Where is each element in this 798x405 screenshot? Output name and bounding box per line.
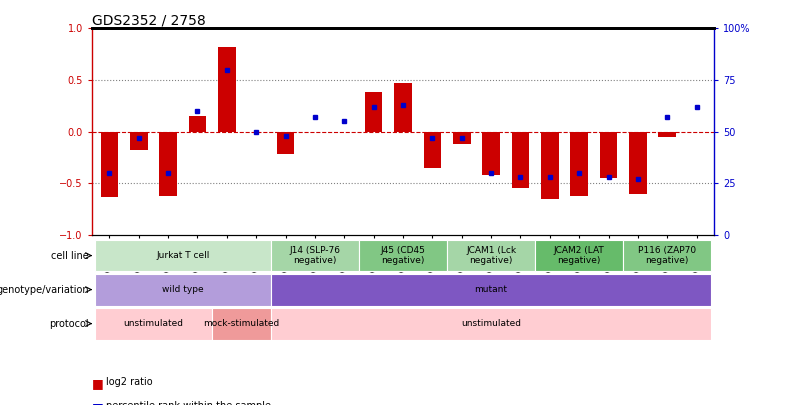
- Bar: [482, 132, 500, 175]
- Bar: [277, 132, 294, 154]
- Bar: [95, 240, 271, 271]
- Text: JCAM1 (Lck
negative): JCAM1 (Lck negative): [466, 246, 516, 265]
- Text: mock-stimulated: mock-stimulated: [203, 319, 279, 328]
- Bar: [130, 132, 148, 150]
- Text: log2 ratio: log2 ratio: [106, 377, 152, 387]
- Bar: [394, 83, 412, 132]
- Text: JCAM2 (LAT
negative): JCAM2 (LAT negative): [554, 246, 605, 265]
- Bar: [271, 308, 711, 339]
- Bar: [629, 132, 646, 194]
- Bar: [512, 132, 529, 188]
- Bar: [160, 132, 177, 196]
- Text: J45 (CD45
negative): J45 (CD45 negative): [381, 246, 425, 265]
- Text: unstimulated: unstimulated: [124, 319, 184, 328]
- Bar: [188, 116, 206, 132]
- Text: ■: ■: [92, 401, 104, 405]
- Text: cell line: cell line: [51, 251, 89, 260]
- Text: J14 (SLP-76
negative): J14 (SLP-76 negative): [290, 246, 341, 265]
- Bar: [424, 132, 441, 168]
- Text: genotype/variation: genotype/variation: [0, 285, 89, 294]
- Bar: [623, 240, 711, 271]
- Text: wild type: wild type: [162, 285, 203, 294]
- Text: mutant: mutant: [475, 285, 508, 294]
- Text: percentile rank within the sample: percentile rank within the sample: [106, 401, 271, 405]
- Bar: [271, 240, 359, 271]
- Text: P116 (ZAP70
negative): P116 (ZAP70 negative): [638, 246, 697, 265]
- Bar: [212, 308, 271, 339]
- Text: unstimulated: unstimulated: [461, 319, 521, 328]
- Bar: [658, 132, 676, 137]
- Bar: [359, 240, 447, 271]
- Bar: [600, 132, 618, 178]
- Bar: [365, 92, 382, 132]
- Text: ■: ■: [92, 377, 104, 390]
- Bar: [541, 132, 559, 199]
- Text: Jurkat T cell: Jurkat T cell: [156, 251, 209, 260]
- Bar: [271, 274, 711, 305]
- Bar: [571, 132, 588, 196]
- Text: GDS2352 / 2758: GDS2352 / 2758: [92, 13, 206, 27]
- Bar: [447, 240, 535, 271]
- Text: protocol: protocol: [49, 319, 89, 328]
- Bar: [101, 132, 118, 197]
- Bar: [453, 132, 471, 144]
- Bar: [218, 47, 235, 132]
- Bar: [95, 274, 271, 305]
- Bar: [535, 240, 623, 271]
- Bar: [95, 308, 212, 339]
